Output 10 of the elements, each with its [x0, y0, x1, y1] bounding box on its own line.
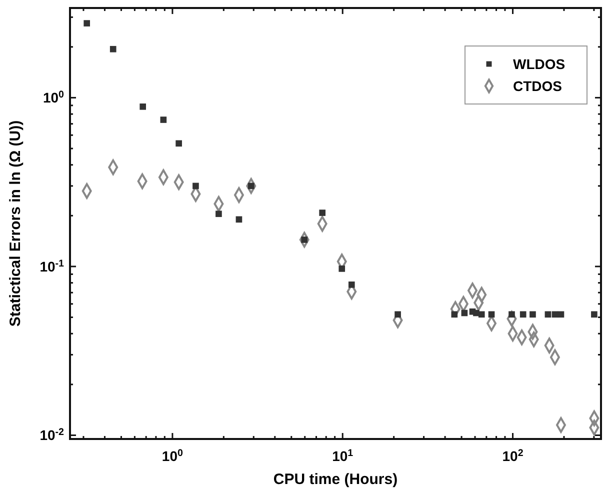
legend-label: WLDOS [513, 56, 566, 72]
x-tick-label: 10$^{0}$ [162, 448, 184, 464]
y-tick-label: 10$^{-2}$ [40, 426, 65, 444]
y-tick-label: 10$^{0}$ [42, 89, 65, 106]
x-tick-label: 10$^{1}$ [332, 448, 354, 464]
y-axis-title: Statictical Errors in ln (Ω (U)) [7, 120, 24, 327]
x-axis-title: CPU time (Hours) [273, 471, 398, 488]
y-tick-label: 10$^{-1}$ [40, 258, 65, 274]
legend-label: CTDOS [513, 78, 562, 94]
x-tick-label: 10$^{2}$ [502, 448, 524, 464]
